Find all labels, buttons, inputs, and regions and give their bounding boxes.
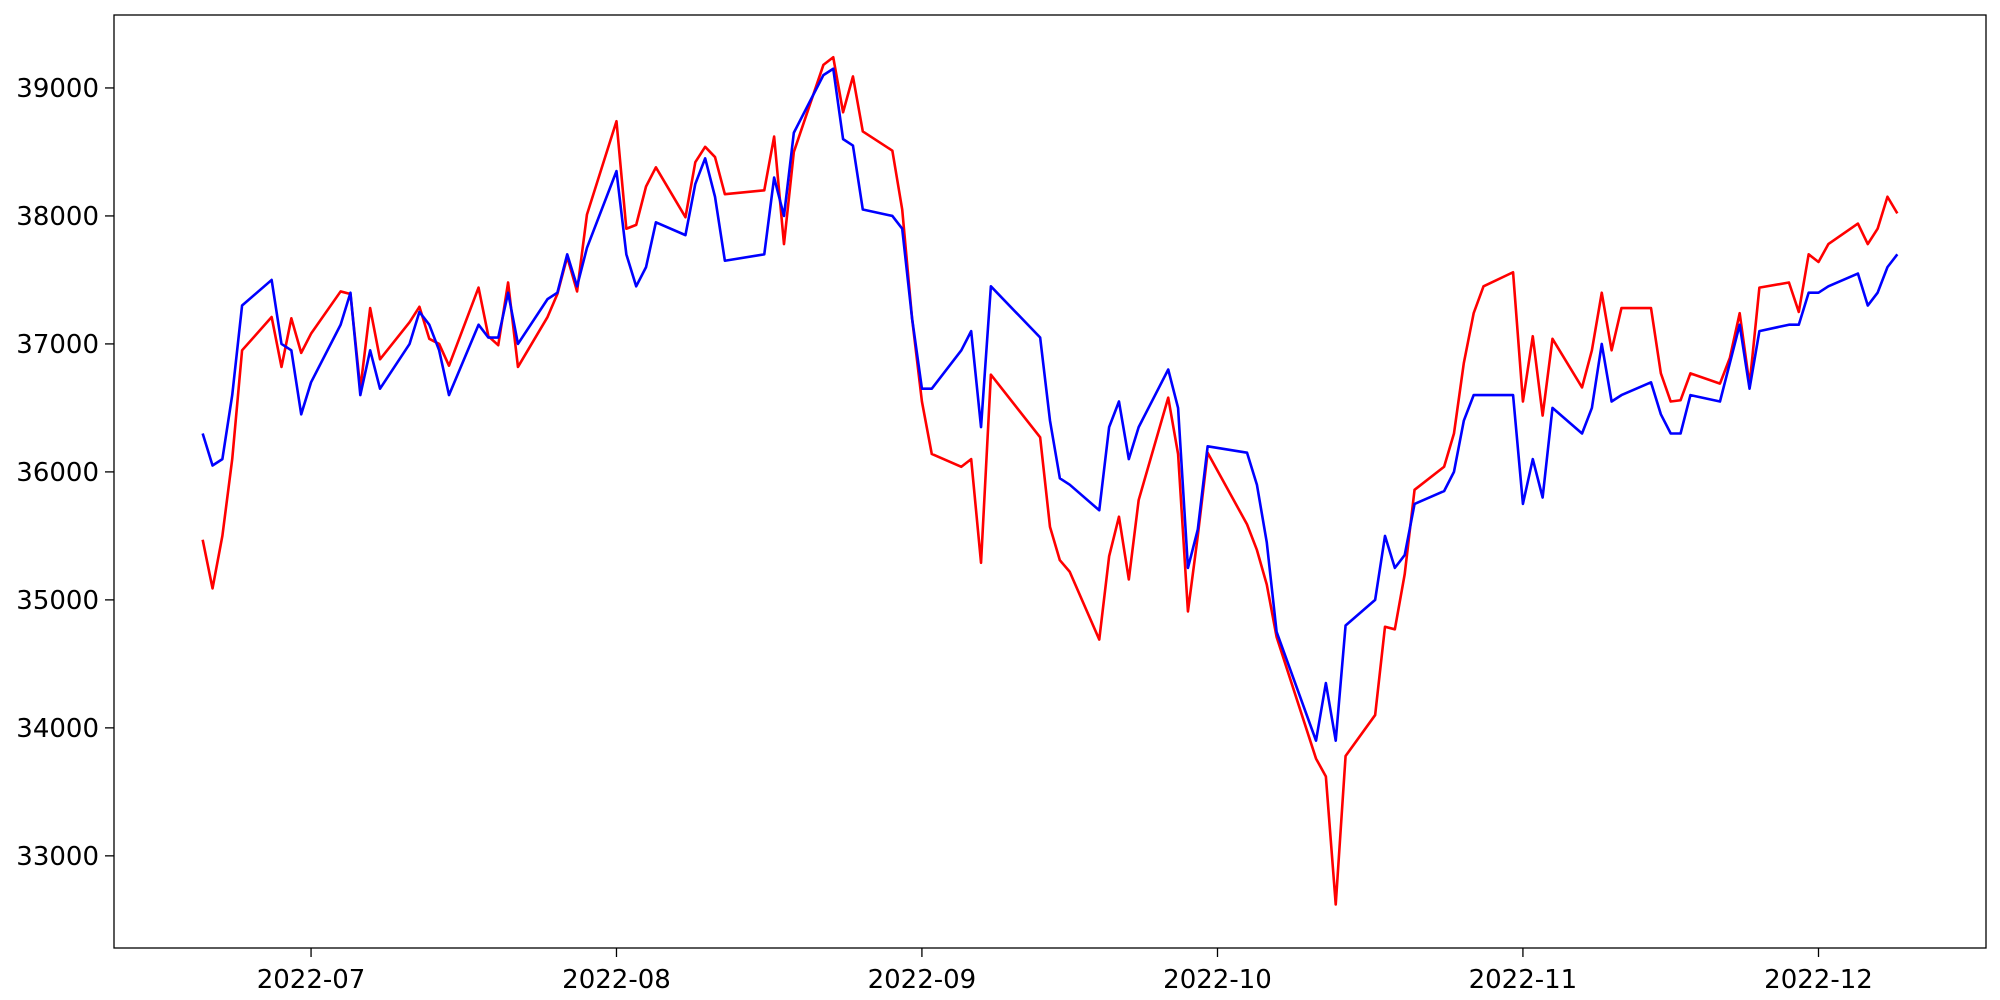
x-tick-label: 2022-08	[562, 965, 671, 995]
x-tick-label: 2022-10	[1163, 965, 1272, 995]
plot-frame	[113, 14, 1987, 949]
y-tick-label: 37000	[16, 330, 99, 360]
y-tick-label: 33000	[16, 842, 99, 872]
y-tick-label: 36000	[16, 458, 99, 488]
series-line	[201, 67, 1899, 742]
x-tick-label: 2022-11	[1469, 965, 1578, 995]
x-tick-label: 2022-07	[257, 965, 366, 995]
x-tick-label: 2022-09	[868, 965, 977, 995]
y-tick-label: 34000	[16, 714, 99, 744]
y-tick-label: 38000	[16, 202, 99, 232]
x-tick-label: 2022-12	[1764, 965, 1873, 995]
y-tick-label: 39000	[16, 74, 99, 104]
y-tick-label: 35000	[16, 586, 99, 616]
series-line	[201, 55, 1899, 906]
